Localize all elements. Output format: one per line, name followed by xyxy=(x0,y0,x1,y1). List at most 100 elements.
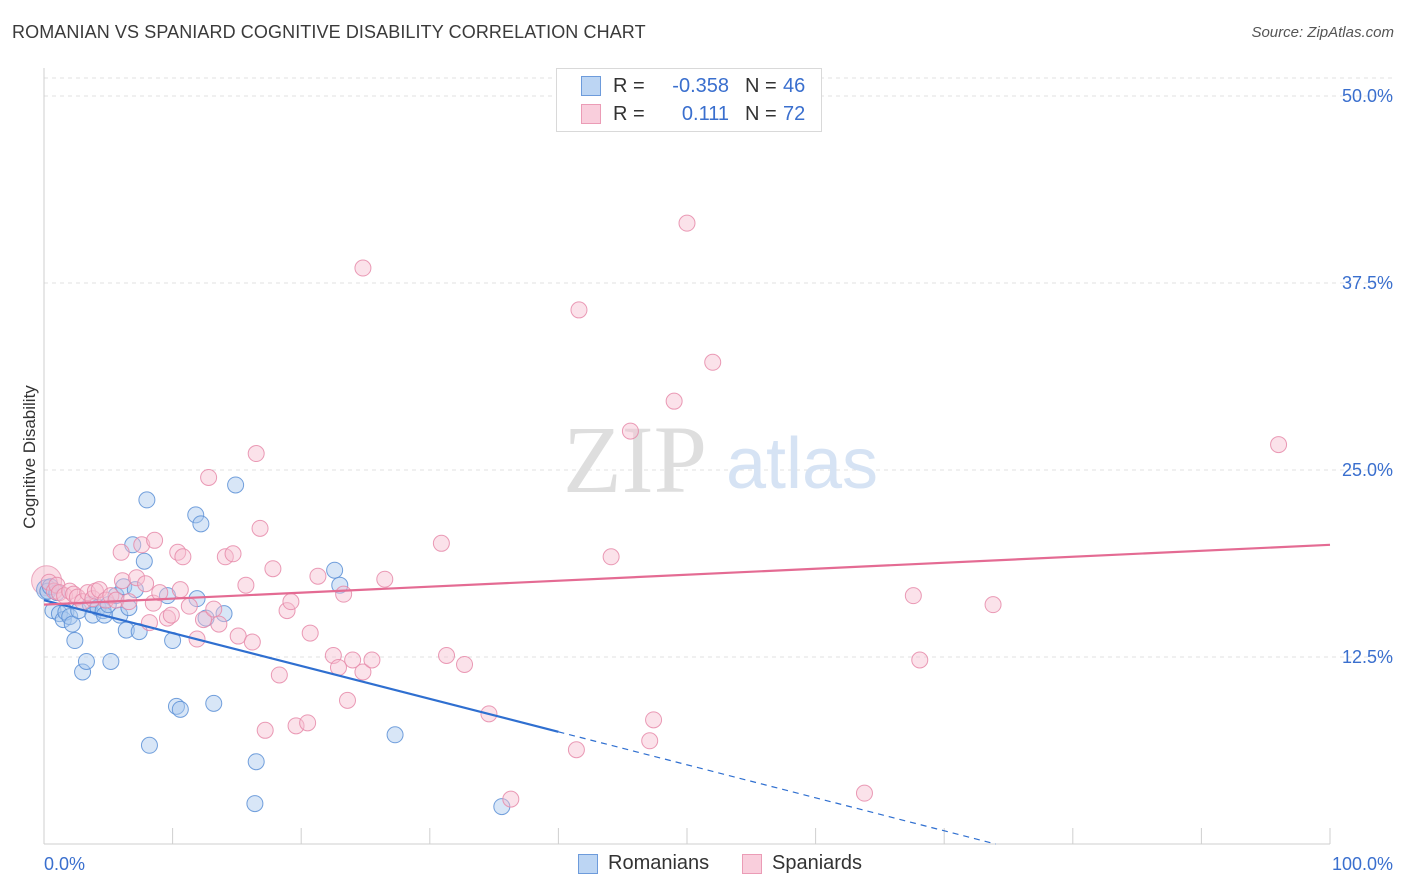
romanian-point xyxy=(66,632,84,650)
correlation-legend: R = -0.358 N = 46 R = 0.111 N = 72 xyxy=(556,68,822,132)
source-label: Source: ZipAtlas.com xyxy=(1251,24,1394,41)
n-value: 72 xyxy=(783,102,806,125)
spaniard-point xyxy=(278,602,296,620)
spaniard-point xyxy=(113,572,131,590)
spaniard-point xyxy=(1270,436,1288,454)
spaniard-point xyxy=(102,587,120,605)
spaniard-point xyxy=(169,543,187,561)
romanians-swatch xyxy=(581,76,601,96)
spaniards-legend-swatch xyxy=(742,853,762,874)
spaniard-point xyxy=(641,732,659,750)
spaniard-point xyxy=(112,543,130,561)
romanian-point xyxy=(386,726,404,744)
y-tick-label: 50.0% xyxy=(1342,86,1393,106)
romanians-trend-extension xyxy=(558,731,996,845)
romanian-point xyxy=(247,753,265,771)
spaniard-point xyxy=(354,663,372,681)
spaniard-point xyxy=(194,611,212,629)
spaniard-point xyxy=(567,741,585,759)
romanian-point xyxy=(331,576,349,594)
romanian-point xyxy=(192,515,210,533)
spaniard-point xyxy=(224,545,242,563)
spaniard-point xyxy=(301,624,319,642)
spaniard-point xyxy=(704,353,722,371)
spaniard-point xyxy=(174,548,192,566)
legend-row-spaniards: R = 0.111 N = 72 xyxy=(581,102,805,126)
chart-title: ROMANIAN VS SPANIARD COGNITIVE DISABILIT… xyxy=(12,22,646,42)
spaniard-point xyxy=(621,422,639,440)
r-value: -0.358 xyxy=(672,74,729,97)
spaniard-point xyxy=(855,784,873,802)
spaniard-point xyxy=(270,666,288,684)
spaniard-point xyxy=(309,567,327,585)
spaniard-point xyxy=(282,593,300,611)
r-value: 0.111 xyxy=(681,102,729,125)
spaniard-point xyxy=(335,585,353,603)
romanian-point xyxy=(246,795,264,813)
romanian-point xyxy=(102,652,120,670)
axes xyxy=(43,68,1331,845)
spaniard-point xyxy=(299,714,317,732)
n-label: N = xyxy=(745,74,777,97)
spaniard-point xyxy=(645,711,663,729)
spaniard-point xyxy=(264,560,282,578)
romanian-point xyxy=(187,506,205,524)
y-axis-label: Cognitive Disability xyxy=(20,385,39,529)
romanian-point xyxy=(135,552,153,570)
romanians-legend-swatch xyxy=(578,853,598,874)
spaniard-point xyxy=(911,651,929,669)
spaniards-legend-label: Spaniards xyxy=(772,852,863,874)
spaniard-point xyxy=(363,651,381,669)
spaniard-point xyxy=(151,584,169,602)
spaniard-point xyxy=(344,651,362,669)
spaniard-point xyxy=(133,536,151,554)
spaniard-point xyxy=(180,597,198,615)
romanian-point xyxy=(205,694,223,712)
spaniard-point xyxy=(456,655,474,673)
spaniard-point xyxy=(984,596,1002,614)
watermark-zip: ZIP xyxy=(563,406,707,513)
spaniard-point xyxy=(137,575,155,593)
n-label: N = xyxy=(745,102,777,125)
watermark-atlas: atlas xyxy=(726,424,878,504)
spaniard-point xyxy=(243,633,261,651)
romanians-trend-line xyxy=(43,599,559,733)
n-value: 46 xyxy=(783,74,806,97)
spaniard-point xyxy=(256,721,274,739)
romanian-point xyxy=(74,663,92,681)
trend-lines xyxy=(43,543,1331,845)
legend-item-spaniards[interactable]: Spaniards xyxy=(742,852,862,875)
r-label: R = xyxy=(613,102,645,125)
spaniard-point xyxy=(237,576,255,594)
spaniard-point xyxy=(200,468,218,486)
romanian-point xyxy=(171,700,189,718)
romanian-point xyxy=(138,491,156,509)
spaniard-point xyxy=(570,301,588,319)
spaniard-point xyxy=(229,627,247,645)
legend-item-romanians[interactable]: Romanians xyxy=(578,852,709,875)
spaniards-trend-line xyxy=(43,543,1331,606)
romanian-point xyxy=(326,561,344,579)
spaniard-point xyxy=(205,600,223,618)
r-label: R = xyxy=(613,74,645,97)
y-tick-label: 37.5% xyxy=(1342,273,1393,293)
romanian-point xyxy=(140,736,158,754)
spaniard-point xyxy=(338,691,356,709)
romanian-point xyxy=(215,605,233,623)
spaniard-point xyxy=(438,647,456,665)
spaniard-point xyxy=(602,548,620,566)
spaniard-point xyxy=(376,570,394,588)
spaniards-swatch xyxy=(581,104,601,124)
romanians-legend-label: Romanians xyxy=(608,852,710,874)
spaniard-point xyxy=(502,790,520,808)
data-points xyxy=(31,214,1288,816)
spaniard-point xyxy=(171,581,189,599)
spaniard-point xyxy=(162,606,180,624)
legend-row-romanians: R = -0.358 N = 46 xyxy=(581,74,805,98)
y-tick-label: 12.5% xyxy=(1342,647,1393,667)
x-tick-label: 0.0% xyxy=(44,854,85,874)
y-tick-label: 25.0% xyxy=(1342,460,1393,480)
spaniard-point xyxy=(432,534,450,552)
spaniard-point xyxy=(678,214,696,232)
